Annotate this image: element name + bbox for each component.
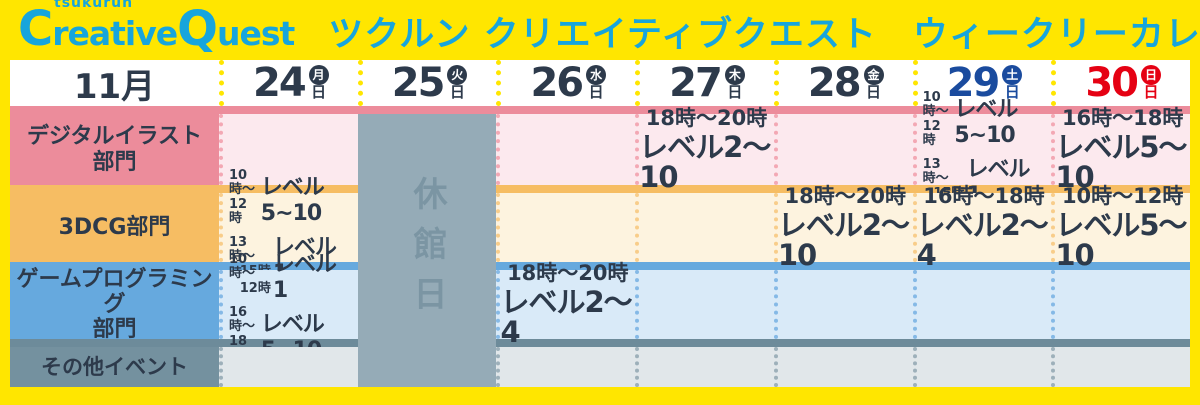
cell-game-27 bbox=[635, 270, 774, 339]
logo-word-quest: Quest bbox=[177, 0, 295, 57]
session-slot: 10時〜 12時 レベル1 bbox=[229, 251, 337, 303]
row-label-other-events: その他イベント bbox=[10, 347, 219, 387]
day-header-27: 27 木 日 bbox=[635, 60, 774, 106]
row-label-game-programming: ゲームプログラミング 部門 bbox=[10, 267, 219, 342]
cell-3dcg-28: 18時〜20時 レベル2〜10 bbox=[773, 184, 913, 270]
day-header-26: 26 水 日 bbox=[496, 60, 635, 106]
cell-illust-27: 18時〜20時 レベル2〜10 bbox=[635, 106, 774, 192]
cell-other-29 bbox=[912, 347, 1052, 387]
cell-other-28 bbox=[773, 347, 913, 387]
cell-illust-28 bbox=[773, 114, 913, 185]
day-header-30-sunday: 30 日 日 bbox=[1051, 60, 1190, 106]
row-label-3dcg: 3DCG部門 bbox=[10, 193, 219, 262]
day-header-29-saturday: 29 土 日 bbox=[912, 60, 1052, 106]
session-slot: 10時〜 12時 レベル5~10 bbox=[922, 89, 1019, 148]
cell-3dcg-30: 10時〜12時 レベル5〜10 bbox=[1051, 184, 1191, 270]
cell-game-24: 10時〜12時 レベル1 16時〜18時 レベル5~10 bbox=[219, 252, 358, 363]
day-header-28: 28 金 日 bbox=[773, 60, 913, 106]
weekday-badge-thursday: 木 日 bbox=[724, 65, 745, 101]
logo-tsukurun-text: tsukurun bbox=[54, 0, 134, 11]
cell-illust-24 bbox=[219, 114, 358, 185]
logo-word-creative: Creative bbox=[18, 0, 178, 57]
cell-3dcg-26 bbox=[496, 193, 636, 262]
month-label: 11月 bbox=[73, 66, 156, 107]
session-slot: 10時〜 12時 レベル5~10 bbox=[229, 167, 325, 226]
title-bar: tsukurun CreativeQuest ツクルン クリエイティブクエスト ウ… bbox=[0, 0, 1200, 60]
row-digital-illustration: デジタルイラスト 部門 18時〜20時 レベル2〜10 10時〜 12時 レベル5… bbox=[10, 90, 1191, 208]
row-game-programming: ゲームプログラミング 部門 10時〜12時 レベル1 16時〜18時 レベル5~… bbox=[10, 252, 1191, 363]
closed-day-label: 休館日 bbox=[407, 175, 448, 326]
day-header-25: 25 火 日 bbox=[357, 60, 497, 106]
closed-day-bar: 休館日 bbox=[357, 114, 497, 387]
cell-illust-26 bbox=[496, 114, 636, 185]
weekday-badge-sunday: 日 日 bbox=[1141, 65, 1161, 101]
cell-other-30 bbox=[1051, 347, 1191, 387]
weekday-badge-tuesday: 火 日 bbox=[447, 65, 468, 101]
weekday-badge-saturday: 土 日 bbox=[1002, 65, 1023, 101]
calendar-table: 11月 24 月 日 25 火 日 26 水 日 bbox=[10, 60, 1191, 387]
weekday-badge-wednesday: 水 日 bbox=[586, 65, 607, 101]
cell-other-27 bbox=[635, 347, 774, 387]
cell-game-30 bbox=[1051, 270, 1191, 339]
day-header-24: 24 月 日 bbox=[219, 60, 358, 106]
weekday-badge-friday: 金 日 bbox=[863, 65, 884, 101]
cell-illust-30: 16時〜18時 レベル5〜10 bbox=[1051, 106, 1191, 192]
date-header-row: 11月 24 月 日 25 火 日 26 水 日 bbox=[10, 60, 1190, 107]
cell-illust-29: 10時〜12時 レベル5~10 13時〜15時 レベル1 bbox=[912, 90, 1052, 208]
page-title: ツクルン クリエイティブクエスト ウィークリーカレンダー bbox=[328, 14, 1200, 55]
cell-3dcg-27 bbox=[635, 193, 774, 262]
cell-3dcg-24: 10時〜12時 レベル5~10 13時〜15時 レベル1 bbox=[219, 168, 358, 286]
session-slot: 13時〜15時 レベル1 bbox=[922, 157, 1031, 208]
cell-other-24 bbox=[219, 347, 358, 387]
row-3dcg: 3DCG部門 10時〜12時 レベル5~10 13時〜15時 レベル1 bbox=[10, 168, 1191, 286]
cell-game-26: 18時〜20時 レベル2〜4 bbox=[496, 261, 636, 347]
row-label-digital-illustration: デジタルイラスト 部門 bbox=[10, 114, 219, 185]
weekday-badge-monday: 月 日 bbox=[308, 65, 329, 101]
cell-3dcg-29: 16時〜18時 レベル2〜4 bbox=[912, 184, 1052, 270]
cell-other-26 bbox=[496, 347, 636, 387]
cell-game-28 bbox=[773, 270, 913, 339]
cell-game-29 bbox=[912, 270, 1052, 339]
creative-quest-logo: tsukurun CreativeQuest bbox=[18, 0, 295, 64]
row-other-events: その他イベント bbox=[10, 339, 1191, 387]
